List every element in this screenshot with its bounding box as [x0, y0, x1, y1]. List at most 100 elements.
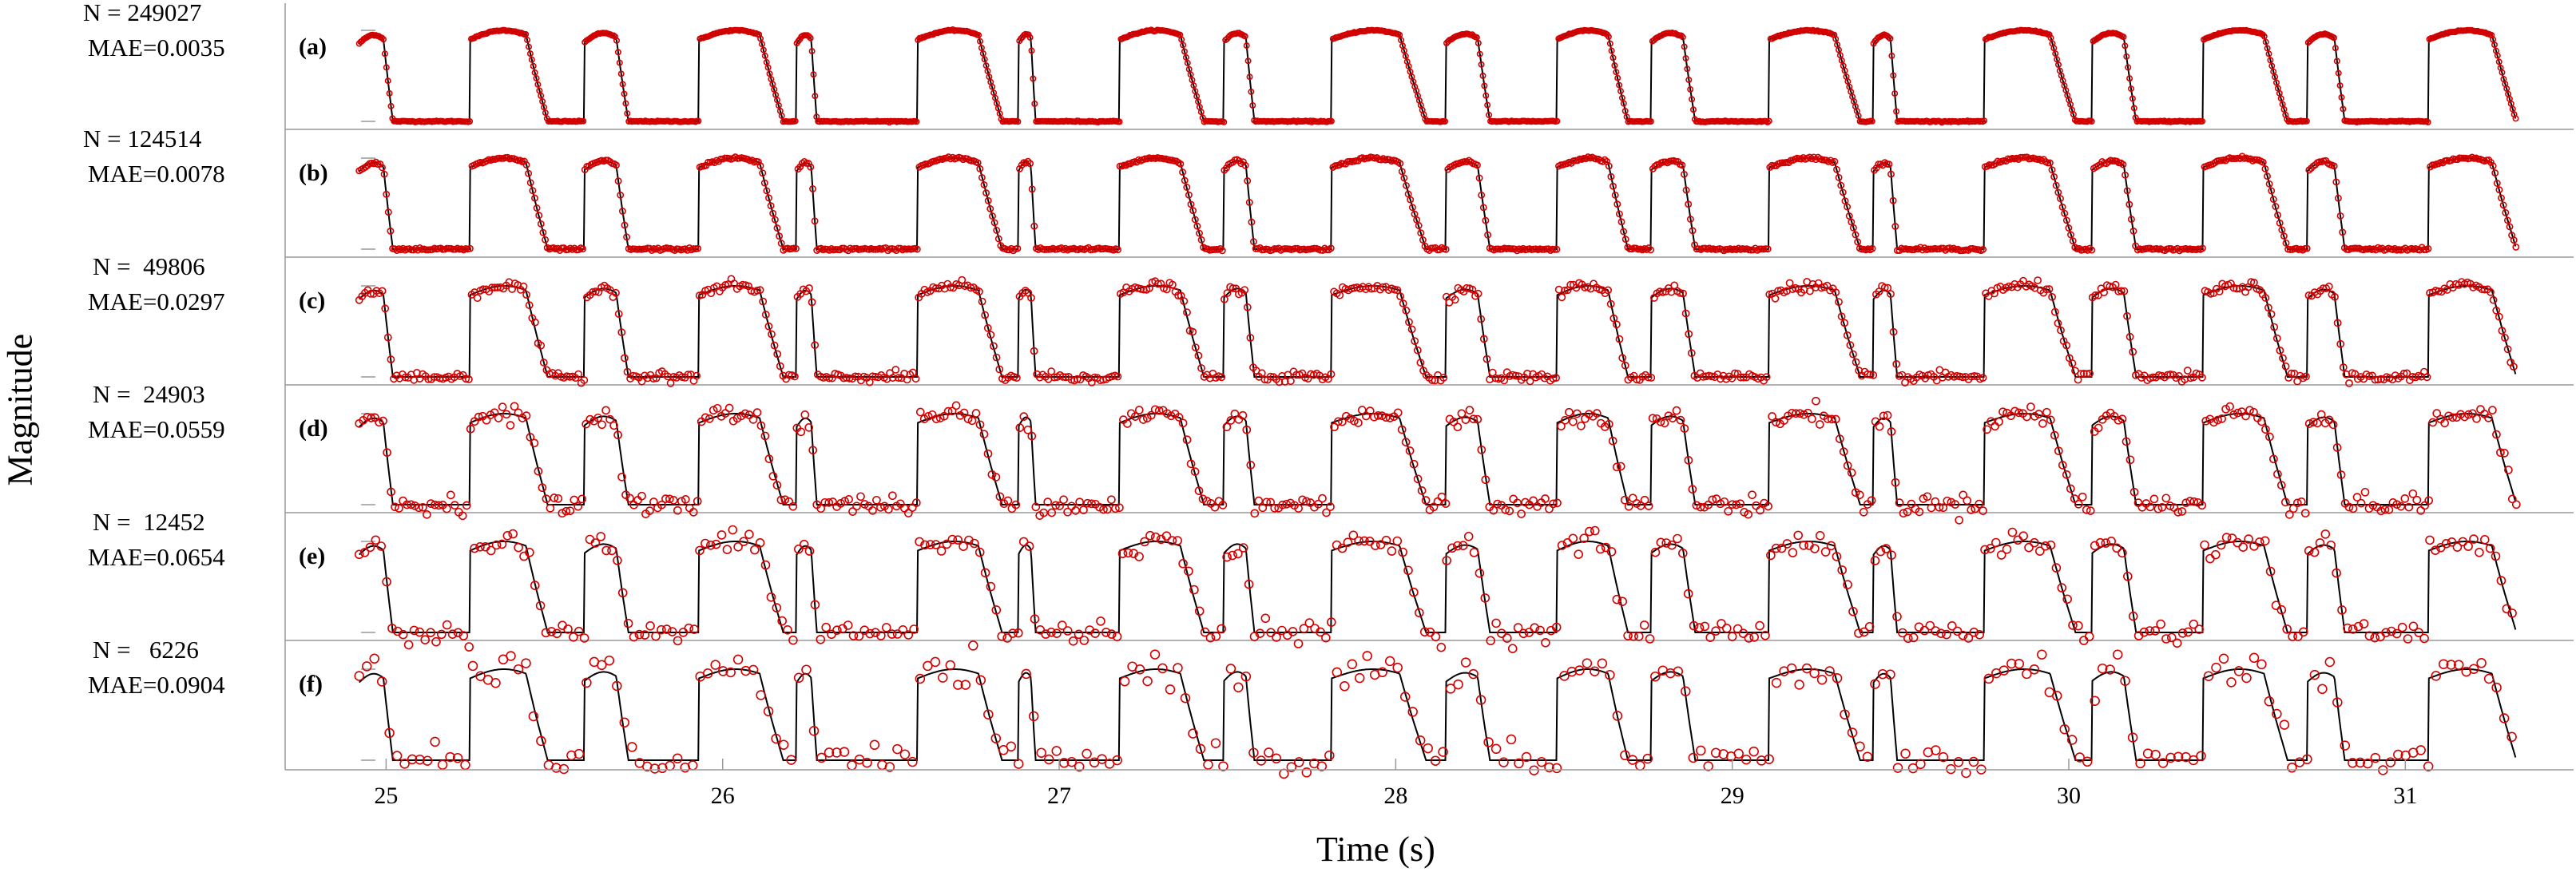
sample-point — [2278, 226, 2286, 234]
sample-point — [984, 68, 991, 75]
sample-point — [622, 100, 629, 107]
sample-point — [380, 170, 388, 178]
sample-point — [1465, 406, 1475, 414]
sample-point — [2277, 95, 2284, 102]
sample-point — [1191, 216, 1199, 224]
sample-point — [1614, 74, 1621, 81]
sample-point — [1453, 679, 1463, 690]
sample-point — [1248, 88, 1255, 95]
sample-point — [2415, 745, 2426, 755]
sample-point — [684, 623, 694, 633]
sample-point — [792, 117, 799, 125]
sample-point — [2264, 45, 2271, 52]
sample-point — [2161, 634, 2171, 644]
sample-point — [2307, 164, 2315, 172]
sample-point — [1475, 568, 1485, 578]
sample-point — [1183, 184, 1191, 191]
sample-point — [2125, 64, 2132, 71]
sample-point — [1841, 197, 1849, 205]
sample-point — [613, 37, 620, 44]
sample-point — [1618, 94, 1625, 101]
sample-point — [2200, 540, 2209, 550]
reference-line — [359, 30, 2517, 122]
sample-point — [2276, 219, 2284, 227]
sample-point — [1182, 54, 1189, 61]
sample-point — [2494, 52, 2501, 59]
sample-point — [1030, 222, 1038, 230]
sample-point — [805, 33, 812, 40]
sample-point — [994, 235, 1002, 243]
sample-point — [1981, 117, 1988, 125]
row-mae-label-c: MAE=0.0297 — [88, 287, 225, 315]
sample-point — [2260, 536, 2270, 546]
sample-point — [777, 240, 785, 248]
sample-point — [1574, 549, 1583, 560]
sample-point — [522, 30, 530, 38]
sample-point — [2269, 196, 2277, 204]
sample-point — [989, 83, 996, 90]
sample-point — [534, 81, 542, 88]
sample-point — [2503, 216, 2511, 224]
row-n-label-e: N = 12452 — [93, 508, 205, 536]
sample-point — [1197, 236, 1205, 244]
sample-point — [2491, 169, 2499, 177]
sample-point — [387, 102, 395, 109]
sample-point — [1748, 490, 1756, 500]
sample-point — [2112, 649, 2123, 660]
sample-point — [763, 187, 771, 195]
sample-point — [694, 244, 702, 252]
reference-line — [359, 157, 2517, 250]
sample-point — [945, 153, 952, 161]
sample-point — [982, 189, 990, 197]
sample-point — [1678, 161, 1686, 169]
sample-point — [892, 743, 903, 755]
sample-point — [1279, 768, 1289, 779]
sample-point — [2273, 79, 2280, 86]
sample-point — [1815, 420, 1824, 429]
sample-point — [1606, 40, 1613, 47]
sample-point — [1469, 548, 1479, 557]
sample-point — [1185, 191, 1193, 199]
sample-point — [1685, 200, 1693, 208]
sample-point — [1952, 626, 1963, 636]
sample-point — [539, 98, 546, 105]
sample-point — [1845, 212, 1853, 220]
sample-point — [2037, 649, 2047, 660]
sample-point — [2303, 117, 2310, 125]
sample-point — [1608, 47, 1615, 54]
sample-point — [1241, 33, 1248, 40]
sample-point — [1417, 229, 1425, 237]
sample-point — [2487, 158, 2495, 166]
sample-point — [1173, 663, 1183, 673]
sample-point — [1620, 228, 1628, 236]
sample-point — [1225, 664, 1236, 674]
sample-point — [1688, 752, 1699, 763]
sample-point — [508, 529, 518, 539]
sample-point — [1889, 196, 1897, 204]
sample-point — [2512, 115, 2519, 122]
sample-point — [2332, 178, 2340, 186]
sample-point — [387, 355, 395, 363]
sample-point — [974, 159, 982, 167]
sample-point — [2489, 162, 2497, 170]
sample-point — [756, 162, 764, 170]
sample-point — [2328, 420, 2338, 430]
sample-point — [1245, 199, 1253, 206]
sample-point — [2123, 53, 2130, 60]
sample-point — [1808, 414, 1816, 423]
sample-point — [1854, 238, 1862, 246]
sample-point — [1891, 90, 1899, 97]
sample-point — [1839, 188, 1847, 196]
sample-point — [1392, 662, 1403, 673]
sample-point — [1634, 632, 1644, 641]
sample-point — [2274, 211, 2282, 219]
sample-point — [1026, 160, 1034, 168]
x-tick-label-29: 29 — [1721, 783, 1744, 809]
sample-point — [1581, 414, 1590, 423]
sample-point — [1645, 244, 1653, 252]
sample-point — [2156, 619, 2165, 629]
series-d — [355, 396, 2521, 525]
sample-point — [2324, 656, 2336, 668]
sample-point — [1264, 747, 1274, 758]
sample-point — [976, 164, 984, 172]
